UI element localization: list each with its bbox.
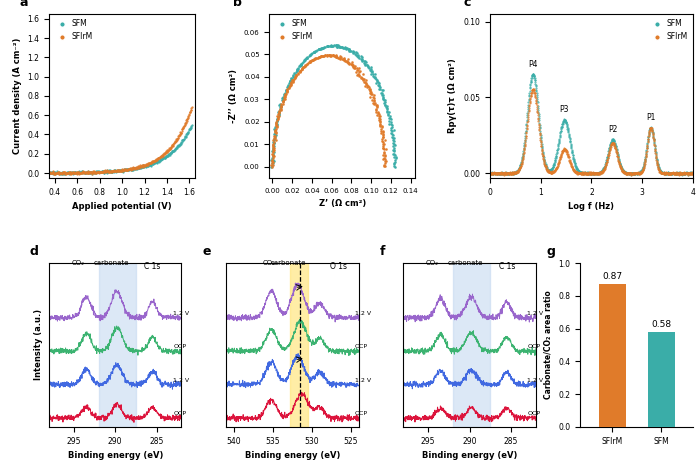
- X-axis label: Applied potential (V): Applied potential (V): [72, 202, 172, 211]
- Text: c: c: [463, 0, 470, 9]
- Text: carbonate: carbonate: [448, 260, 483, 266]
- Text: 0.58: 0.58: [651, 319, 671, 328]
- Text: b: b: [233, 0, 242, 9]
- Text: a: a: [20, 0, 28, 9]
- Legend: SFM, SFIrM: SFM, SFIrM: [52, 18, 94, 43]
- Text: g: g: [547, 245, 556, 258]
- X-axis label: Log f (Hz): Log f (Hz): [568, 202, 615, 211]
- Bar: [290, 263, 308, 427]
- Text: carbonate: carbonate: [93, 260, 129, 266]
- Text: CO₂: CO₂: [71, 260, 85, 266]
- Text: d: d: [29, 245, 38, 258]
- X-axis label: Binding energy (eV): Binding energy (eV): [68, 451, 163, 460]
- Text: CO₂: CO₂: [262, 260, 276, 266]
- Text: CO₂: CO₂: [426, 260, 439, 266]
- Text: e: e: [202, 245, 211, 258]
- Bar: [598, 284, 626, 427]
- Text: OCP: OCP: [528, 344, 540, 349]
- Legend: SFM, SFIrM: SFM, SFIrM: [273, 18, 314, 43]
- Text: P3: P3: [560, 105, 569, 114]
- Text: C 1s: C 1s: [498, 262, 515, 272]
- Text: O 1s: O 1s: [330, 262, 347, 272]
- Text: C 1s: C 1s: [144, 262, 161, 272]
- Y-axis label: Rpγ(τ)τ (Ω cm²): Rpγ(τ)τ (Ω cm²): [449, 59, 458, 133]
- Text: 1.2 V: 1.2 V: [355, 378, 371, 383]
- Y-axis label: -Z’’ (Ω cm²): -Z’’ (Ω cm²): [230, 69, 239, 123]
- Bar: [648, 332, 675, 427]
- Text: P1: P1: [646, 113, 655, 122]
- Text: 0.87: 0.87: [602, 272, 622, 281]
- X-axis label: Binding energy (eV): Binding energy (eV): [245, 451, 340, 460]
- Text: OCP: OCP: [355, 411, 368, 416]
- Text: f: f: [379, 245, 385, 258]
- Y-axis label: Current density (A cm⁻²): Current density (A cm⁻²): [13, 38, 22, 154]
- Text: P2: P2: [608, 125, 617, 134]
- Text: 1.2 V: 1.2 V: [528, 311, 544, 316]
- Text: OCP: OCP: [528, 411, 540, 416]
- Bar: [453, 263, 490, 427]
- X-axis label: Binding energy (eV): Binding energy (eV): [422, 451, 517, 460]
- Y-axis label: Intensity (a.u.): Intensity (a.u.): [34, 310, 43, 380]
- Text: 1.2 V: 1.2 V: [355, 311, 371, 316]
- Legend: SFM, SFIrM: SFM, SFIrM: [648, 18, 690, 43]
- Text: 1.2 V: 1.2 V: [173, 311, 189, 316]
- Bar: [99, 263, 136, 427]
- Text: OCP: OCP: [173, 344, 186, 349]
- Y-axis label: Carbonate/CO₂ area ratio: Carbonate/CO₂ area ratio: [544, 290, 553, 399]
- Text: P4: P4: [528, 60, 538, 68]
- Text: 1.2 V: 1.2 V: [173, 378, 189, 383]
- Text: 1.2 V: 1.2 V: [528, 378, 544, 383]
- X-axis label: Z’ (Ω cm²): Z’ (Ω cm²): [318, 199, 366, 208]
- Text: carbonate: carbonate: [271, 260, 306, 266]
- Text: OCP: OCP: [355, 344, 368, 349]
- Text: OCP: OCP: [173, 411, 186, 416]
